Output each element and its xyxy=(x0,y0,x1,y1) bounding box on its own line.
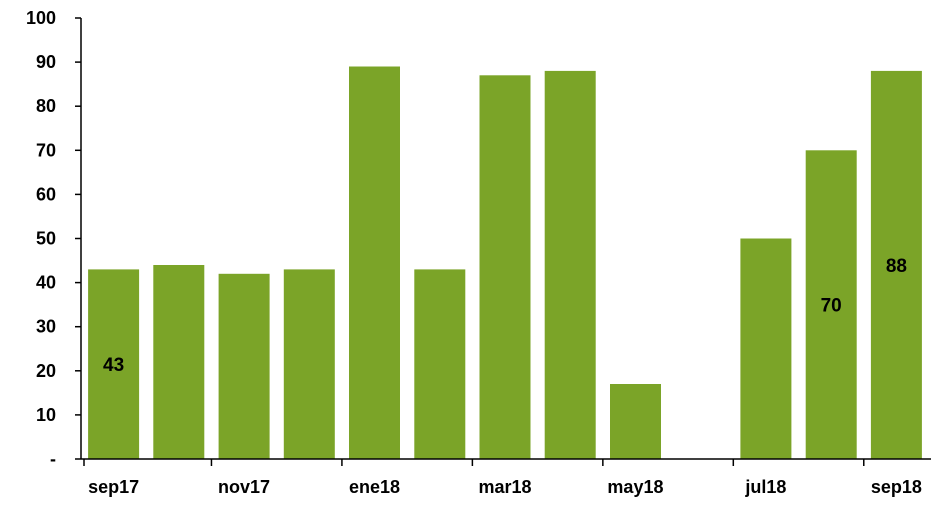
x-tick-label: jul18 xyxy=(744,477,786,497)
y-tick-label: 20 xyxy=(36,361,56,381)
bar-oct17 xyxy=(153,265,205,459)
y-tick-label: 60 xyxy=(36,184,56,204)
y-tick-label: 70 xyxy=(36,140,56,160)
x-tick-label: ene18 xyxy=(349,477,400,497)
bar-sep18 xyxy=(870,70,922,460)
bar-dic17 xyxy=(283,269,335,459)
x-axis: sep17 nov17 ene18 mar18 may18 jul18 sep18 xyxy=(81,458,931,497)
y-tick-label: - xyxy=(50,449,56,469)
y-tick-label: 90 xyxy=(36,52,56,72)
x-tick-label: nov17 xyxy=(218,477,270,497)
bars-group xyxy=(88,66,922,460)
data-labels: 43 70 88 xyxy=(103,256,907,376)
y-tick-label: 30 xyxy=(36,317,56,337)
bar-jul18 xyxy=(740,238,792,459)
y-tick-label: 80 xyxy=(36,96,56,116)
bar-ago18 xyxy=(805,150,857,460)
bar-sep17 xyxy=(88,269,140,459)
y-tick-label: 40 xyxy=(36,273,56,293)
x-tick-label: mar18 xyxy=(478,477,531,497)
data-label-sep18: 88 xyxy=(886,256,907,277)
bar-ene18 xyxy=(349,66,400,459)
bar-feb18 xyxy=(414,269,466,459)
bar-may18 xyxy=(610,384,661,459)
x-tick-label: may18 xyxy=(607,477,663,497)
y-tick-label: 50 xyxy=(36,229,56,249)
x-tick-label: sep18 xyxy=(871,477,922,497)
data-label-ago18: 70 xyxy=(821,296,842,317)
bar-abr18 xyxy=(544,70,596,460)
data-label-sep17: 43 xyxy=(103,355,124,376)
y-tick-label: 100 xyxy=(26,8,56,28)
y-tick-label: 10 xyxy=(36,405,56,425)
y-axis: - 10 20 30 40 50 60 70 80 90 100 xyxy=(26,8,82,469)
bar-mar18 xyxy=(479,75,531,460)
bar-nov17 xyxy=(218,273,270,459)
x-tick-label: sep17 xyxy=(88,477,139,497)
